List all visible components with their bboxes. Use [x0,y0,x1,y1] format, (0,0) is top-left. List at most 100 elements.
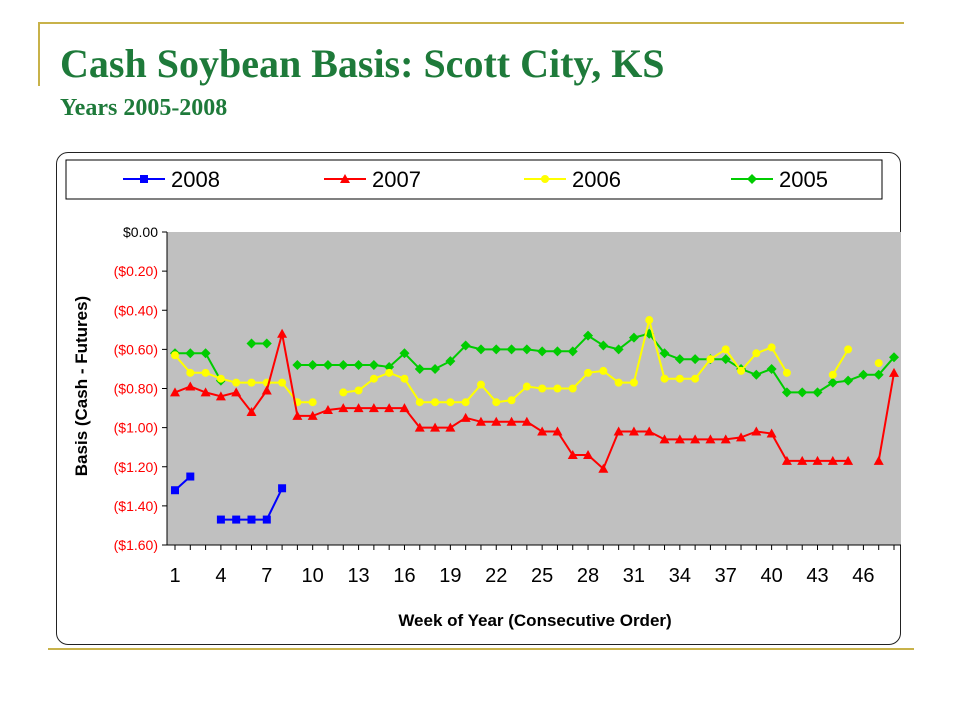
decorative-rule-vertical [38,22,40,86]
data-point-2005 [521,344,532,355]
data-point-2005 [445,356,456,367]
legend-marker-2005 [747,174,757,184]
data-point-2006 [721,345,730,354]
legend-label-2006: 2006 [572,167,621,192]
data-point-2006 [568,384,577,393]
x-tick-label: 40 [760,565,782,587]
slide-subtitle: Years 2005-2008 [60,95,228,121]
data-point-2006 [737,366,746,375]
data-point-2005 [430,363,441,374]
data-point-2007 [261,385,272,395]
data-point-2007 [537,426,548,436]
data-point-2006 [278,378,287,387]
x-tick-label: 28 [577,565,599,587]
y-tick-label: ($0.60) [114,341,158,357]
legend-marker-2008 [140,175,148,183]
x-tick-label: 10 [302,565,324,587]
y-tick-label: ($1.40) [114,498,158,514]
data-point-2005 [628,332,639,343]
data-point-2005 [827,377,838,388]
data-point-2006 [507,396,516,405]
data-point-2006 [522,382,531,391]
data-point-2005 [185,348,196,359]
y-tick-label: $0.00 [123,224,158,240]
data-point-2006 [232,378,241,387]
data-point-2007 [567,450,578,460]
data-point-2005 [552,346,563,357]
series-layer [170,316,899,524]
data-point-2005 [797,387,808,398]
y-tick-label: ($0.80) [114,381,158,397]
data-point-2007 [430,422,441,432]
data-point-2007 [812,455,823,465]
data-point-2006 [599,366,608,375]
data-point-2007 [353,403,364,413]
plot-area [167,232,901,545]
legend-marker-2007 [340,174,350,183]
data-point-2007 [583,450,594,460]
decorative-rule-bottom [48,648,914,650]
data-point-2007 [277,328,288,338]
data-point-2005 [751,369,762,380]
series-2007 [170,328,899,473]
x-axis-label: Week of Year (Consecutive Order) [398,611,671,630]
data-point-2005 [368,360,379,371]
data-point-2008 [247,515,256,524]
data-point-2005 [200,348,211,359]
data-point-2007 [384,403,395,413]
y-tick-label: ($0.40) [114,302,158,318]
x-tick-label: 16 [393,565,415,587]
data-point-2008 [216,515,225,524]
data-point-2006 [538,384,547,393]
x-tick-label: 22 [485,565,507,587]
data-point-2005 [246,338,257,349]
data-point-2006 [874,359,883,368]
data-point-2007 [613,426,624,436]
data-point-2007 [307,410,318,420]
x-tick-label: 19 [439,565,461,587]
data-point-2005 [720,354,731,365]
data-point-2006 [354,386,363,395]
data-point-2007 [889,367,899,377]
data-point-2005 [460,340,471,351]
data-point-2007 [873,455,884,465]
data-point-2006 [415,398,424,407]
data-point-2008 [262,515,271,524]
data-point-2005 [889,352,899,363]
x-tick-label: 25 [531,565,553,587]
data-point-2006 [828,370,837,379]
data-point-2006 [691,374,700,383]
data-point-2008 [278,484,287,493]
data-point-2005 [261,338,272,349]
decorative-rule-top [38,22,904,24]
data-point-2005 [766,363,777,374]
data-point-2006 [614,378,623,387]
data-point-2005 [414,363,425,374]
data-point-2006 [247,378,256,387]
x-tick-label: 46 [852,565,874,587]
data-point-2007 [628,426,639,436]
data-point-2006 [461,398,470,407]
data-point-2007 [338,403,349,413]
data-point-2006 [400,374,409,383]
data-point-2007 [322,405,333,415]
data-point-2005 [659,348,670,359]
x-tick-label: 1 [169,565,180,587]
data-point-2006 [675,374,684,383]
data-point-2007 [475,416,486,426]
data-point-2007 [690,434,701,444]
legend-label-2008: 2008 [171,167,220,192]
chart-axes: $0.00 ($0.20) ($0.40) ($0.60) ($0.80) ($1.00)… [114,224,901,587]
legend-marker-2006 [541,175,549,183]
data-point-2007 [552,426,563,436]
chart-legend: 2008 2007 2006 2005 [65,159,883,200]
data-point-2008 [186,472,195,481]
data-point-2005 [322,360,333,371]
data-point-2007 [399,403,410,413]
data-point-2005 [491,344,502,355]
data-point-2006 [844,345,853,354]
data-point-2007 [659,434,670,444]
data-point-2005 [812,387,823,398]
y-axis-label: Basis (Cash - Futures) [72,296,91,476]
y-tick-label: ($1.20) [114,459,158,475]
